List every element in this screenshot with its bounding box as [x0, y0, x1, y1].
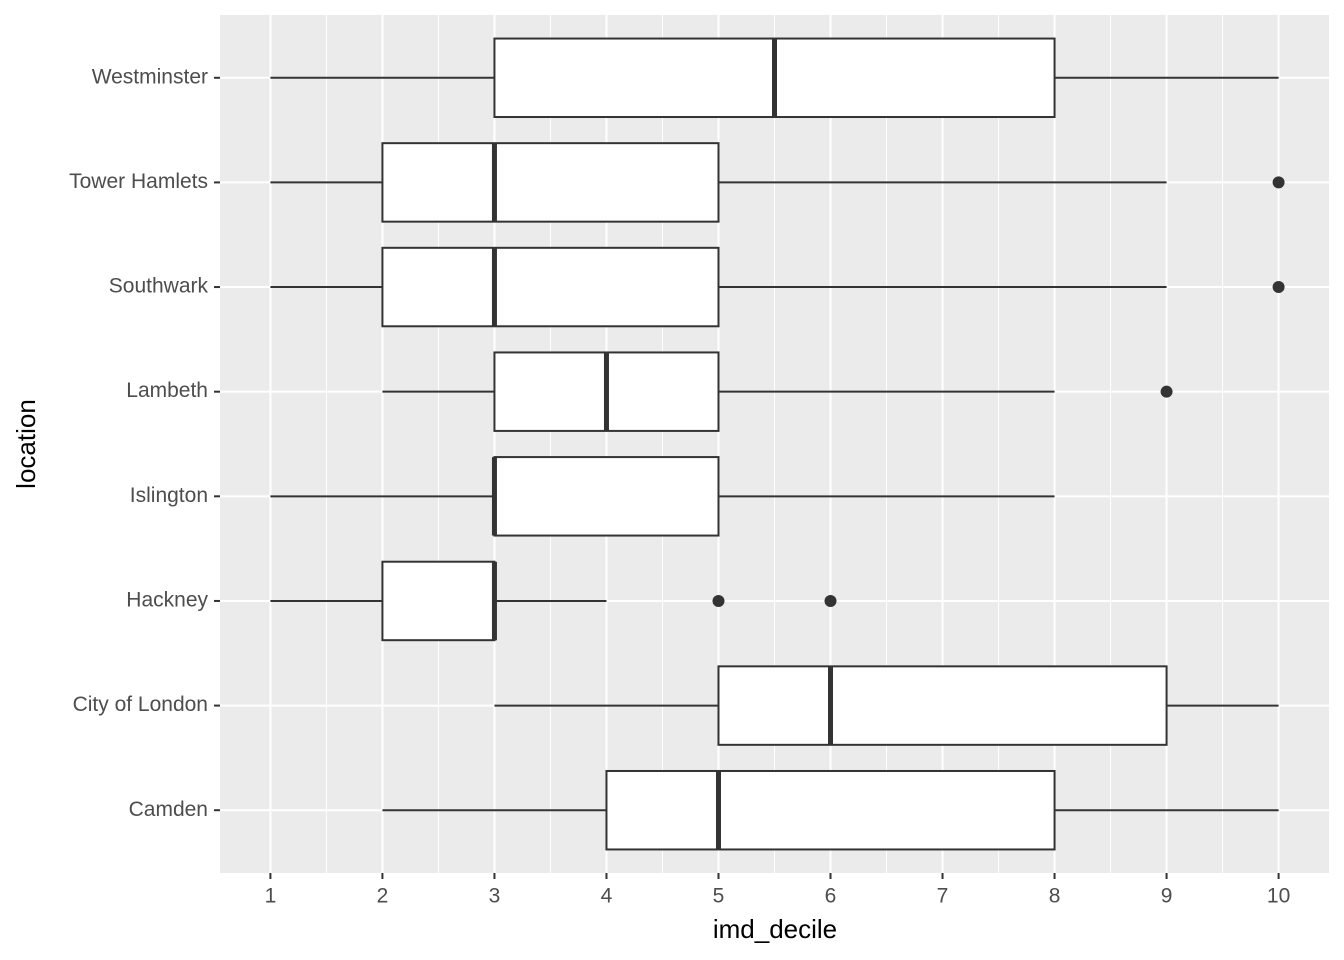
y-tick-label: Lambeth: [126, 379, 208, 402]
x-tick-label: 5: [713, 885, 725, 908]
box: [605, 769, 1056, 851]
y-tick-label: Westminster: [92, 65, 208, 88]
box: [381, 246, 720, 328]
y-tick-label: City of London: [73, 693, 208, 716]
y-tick-label: Tower Hamlets: [69, 170, 208, 193]
box: [381, 142, 720, 223]
outlier: [1272, 281, 1285, 294]
x-tick-label: 9: [1161, 885, 1173, 908]
x-tick-label: 2: [377, 885, 389, 908]
y-tick-label: Southwark: [109, 275, 209, 298]
outlier: [1272, 176, 1285, 189]
box: [493, 456, 720, 537]
y-tick-label: Hackney: [126, 588, 208, 611]
x-tick-label: 3: [489, 885, 501, 908]
y-tick-label: Islington: [130, 484, 208, 507]
x-tick-label: 1: [265, 885, 277, 908]
outlier: [824, 594, 837, 607]
x-axis-title: imd_decile: [713, 914, 837, 944]
x-tick-label: 8: [1049, 885, 1061, 908]
box: [717, 665, 1168, 746]
x-tick-label: 6: [825, 885, 837, 908]
y-axis-title: location: [11, 399, 41, 489]
box: [381, 560, 496, 642]
x-tick-label: 7: [937, 885, 949, 908]
x-tick-label: 4: [601, 885, 613, 908]
x-tick-label: 10: [1267, 885, 1290, 908]
outlier: [1160, 385, 1173, 398]
outlier: [712, 594, 725, 607]
y-tick-label: Camden: [129, 798, 208, 821]
